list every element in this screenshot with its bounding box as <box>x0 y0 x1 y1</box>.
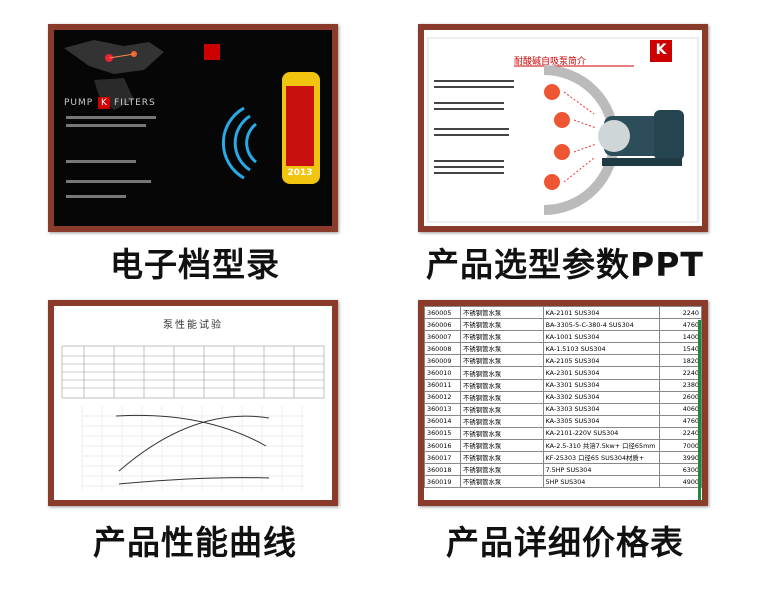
table-cell: 4900 <box>659 475 702 489</box>
table-cell: 不锈钢管水泵 <box>459 378 544 392</box>
table-cell: 360007 <box>424 330 461 344</box>
table-cell: 不锈钢管水泵 <box>459 475 544 489</box>
table-cell: 4760 <box>659 318 702 332</box>
table-cell: 360008 <box>424 342 461 356</box>
table-cell: 不锈钢管水泵 <box>459 426 544 441</box>
table-cell: KA-1.5103 SUS304 <box>542 342 661 356</box>
table-cell: 360015 <box>424 426 461 441</box>
table-cell: KA-2.5-310 共溶7.5kw+ 口径65mm <box>542 439 661 453</box>
table-cell: 5HP SUS304 <box>542 475 661 489</box>
table-cell: 2240 <box>659 306 702 320</box>
table-cell: 不锈钢管水泵 <box>459 414 544 428</box>
table-cell: 360011 <box>424 378 461 392</box>
slide-art <box>427 37 699 223</box>
table-cell: KA-2101-220V SUS304 <box>542 426 661 441</box>
table-cell: 2600 <box>659 390 702 404</box>
slide-logo: K <box>655 42 667 58</box>
table-cell: 1400 <box>659 330 702 344</box>
accent-bar <box>698 320 701 500</box>
brand-text: FILTERS <box>114 98 156 108</box>
year-label: 2013 <box>287 168 313 178</box>
table-cell: 不锈钢管水泵 <box>459 318 544 332</box>
table-cell: KA-3303 SUS304 <box>542 402 661 416</box>
caption: 产品性能曲线 <box>93 523 297 562</box>
ppt-thumbnail: 耐酸碱自吸泵简介 K <box>418 24 708 232</box>
price-thumbnail: 360005 不锈钢管水泵 KA-2101 SUS304 2240 360006 不锈钢管… <box>418 300 708 506</box>
table-row: 360014 不锈钢管水泵 KA-3305 SUS304 4760 <box>424 414 702 428</box>
table-cell: 360005 <box>424 306 461 320</box>
table-cell: 4760 <box>659 414 702 428</box>
table-cell: 不锈钢管水泵 <box>459 439 544 453</box>
curve-thumbnail: 泵性能试验 <box>48 300 338 506</box>
table-cell: 360013 <box>424 402 461 416</box>
brand-text: PUMP <box>64 98 94 108</box>
table-cell: 360010 <box>424 366 461 380</box>
table-cell: KA-3302 SUS304 <box>542 390 661 404</box>
table-cell: 360012 <box>424 390 461 404</box>
brochure-thumbnail: PUMP K FILTERS 2013 <box>48 24 338 232</box>
table-cell: 2240 <box>659 426 702 441</box>
table-row: 360006 不锈钢管水泵 BA-3305-5-C-380-4 SUS304 4760 <box>424 318 702 332</box>
table-cell: 不锈钢管水泵 <box>459 330 544 344</box>
table-row: 360016 不锈钢管水泵 KA-2.5-310 共溶7.5kw+ 口径65mm 70… <box>424 439 702 453</box>
table-row: 360015 不锈钢管水泵 KA-2101-220V SUS304 2240 <box>424 426 702 441</box>
price-table: 360005 不锈钢管水泵 KA-2101 SUS304 2240 360006 不锈钢管… <box>424 306 702 489</box>
table-cell: 不锈钢管水泵 <box>459 390 544 404</box>
table-row: 360010 不锈钢管水泵 KA-2301 SUS304 2240 <box>424 366 702 380</box>
table-cell: 360018 <box>424 463 461 477</box>
sheet-art <box>61 345 325 491</box>
table-cell: KA-2105 SUS304 <box>542 354 661 368</box>
table-row: 360019 不锈钢管水泵 5HP SUS304 4900 <box>424 475 702 489</box>
table-cell: KA-2101 SUS304 <box>542 306 661 320</box>
table-cell: 不锈钢管水泵 <box>459 402 544 416</box>
sheet-title: 泵性能试验 <box>163 320 223 331</box>
table-row: 360008 不锈钢管水泵 KA-1.5103 SUS304 1540 <box>424 342 702 356</box>
table-cell: 7000 <box>659 439 702 453</box>
table-cell: 不锈钢管水泵 <box>459 306 544 320</box>
table-row: 360012 不锈钢管水泵 KA-3302 SUS304 2600 <box>424 390 702 404</box>
table-row: 360007 不锈钢管水泵 KA-1001 SUS304 1400 <box>424 330 702 344</box>
table-cell: 7.5HP SUS304 <box>542 463 661 477</box>
table-cell: 6300 <box>659 463 702 477</box>
table-cell: 360014 <box>424 414 461 428</box>
table-cell: 4060 <box>659 402 702 416</box>
table-cell: 2380 <box>659 378 702 392</box>
table-cell: 1820 <box>659 354 702 368</box>
table-cell: 360016 <box>424 439 461 453</box>
table-cell: 1540 <box>659 342 702 356</box>
brand-logo: K <box>98 97 110 109</box>
table-cell: KA-3305 SUS304 <box>542 414 661 428</box>
table-cell: 360017 <box>424 451 461 465</box>
table-row: 360013 不锈钢管水泵 KA-3303 SUS304 4060 <box>424 402 702 416</box>
table-cell: KA-3301 SUS304 <box>542 378 661 392</box>
caption: 产品详细价格表 <box>446 523 684 562</box>
table-row: 360011 不锈钢管水泵 KA-3301 SUS304 2380 <box>424 378 702 392</box>
table-cell: 不锈钢管水泵 <box>459 342 544 356</box>
table-row: 360009 不锈钢管水泵 KA-2105 SUS304 1820 <box>424 354 702 368</box>
table-row: 360005 不锈钢管水泵 KA-2101 SUS304 2240 <box>424 306 702 320</box>
table-cell: 不锈钢管水泵 <box>459 463 544 477</box>
table-cell: 360006 <box>424 318 461 332</box>
table-cell: 不锈钢管水泵 <box>459 354 544 368</box>
table-cell: KF-25303 口径65 SUS304材质+ <box>542 451 661 465</box>
table-row: 360018 不锈钢管水泵 7.5HP SUS304 6300 <box>424 463 702 477</box>
table-cell: 360009 <box>424 354 461 368</box>
table-cell: 3990 <box>659 451 702 465</box>
table-cell: KA-1001 SUS304 <box>542 330 661 344</box>
brochure-art <box>64 40 320 198</box>
table-cell: BA-3305-5-C-380-4 SUS304 <box>542 318 661 332</box>
table-cell: 360019 <box>424 475 461 489</box>
table-cell: 不锈钢管水泵 <box>459 451 544 465</box>
table-cell: 不锈钢管水泵 <box>459 366 544 380</box>
table-cell: KA-2301 SUS304 <box>542 366 661 380</box>
slide-title: 耐酸碱自吸泵简介 <box>514 57 587 67</box>
table-row: 360017 不锈钢管水泵 KF-25303 口径65 SUS304材质+ 3990 <box>424 451 702 465</box>
caption: 电子档型录 <box>110 245 280 284</box>
table-cell: 2240 <box>659 366 702 380</box>
caption: 产品选型参数PPT <box>426 245 704 284</box>
